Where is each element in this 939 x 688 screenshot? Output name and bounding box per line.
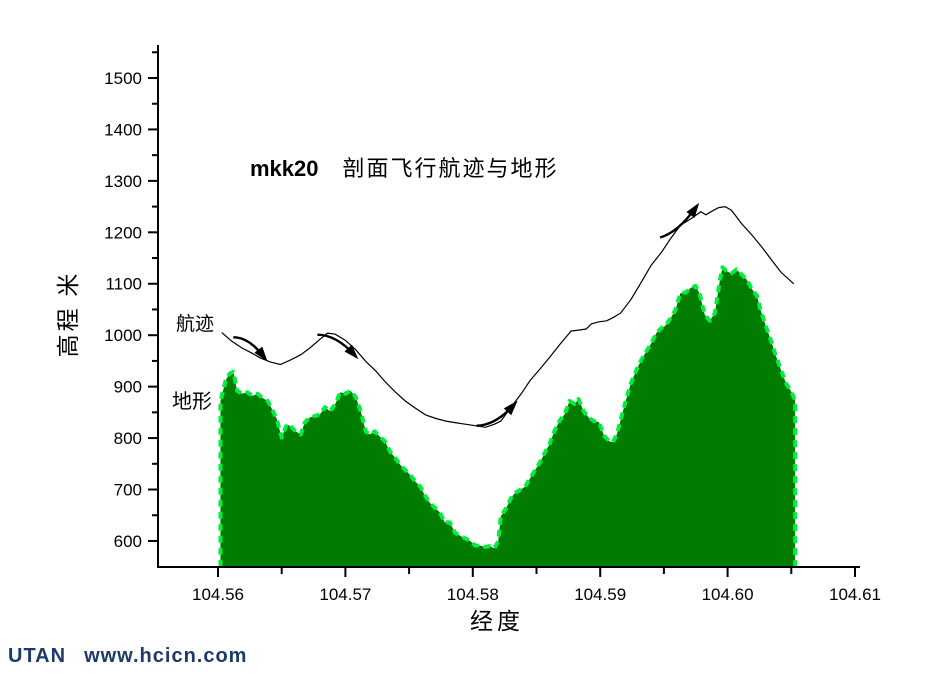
path-arrowhead-icon: [686, 202, 700, 218]
x-tick-label: 104.60: [702, 585, 754, 604]
terrain-area: [220, 267, 796, 567]
y-tick-label: 1100: [105, 275, 142, 294]
chart-title: mkk20 剖面飞行航迹与地形: [250, 151, 559, 183]
y-tick-label: 600: [114, 532, 142, 551]
x-tick-label: 104.61: [829, 585, 881, 604]
y-tick-label: 1500: [104, 69, 142, 88]
watermark-brand: UTAN: [8, 645, 67, 667]
y-tick-label: 900: [114, 378, 142, 397]
y-tick-label: 1000: [104, 326, 142, 345]
watermark-url: www.hcicn.com: [84, 645, 248, 667]
path-arrowhead-icon: [503, 400, 518, 416]
x-tick-label: 104.56: [192, 585, 244, 604]
chart-title-text: 剖面飞行航迹与地形: [342, 156, 559, 181]
y-tick-label: 1300: [104, 172, 142, 191]
y-axis-title: 高程 米: [56, 270, 81, 358]
x-axis-title: 经度: [470, 609, 524, 634]
terrain-label: 地形: [172, 391, 212, 413]
y-tick-label: 700: [114, 480, 142, 499]
watermark: UTAN www.hcicn.com: [8, 645, 247, 668]
x-tick-label: 104.58: [447, 585, 499, 604]
flight-path-label: 航迹: [176, 314, 215, 335]
y-tick-label: 800: [114, 429, 142, 448]
y-tick-label: 1200: [104, 223, 142, 242]
path-arrowhead-icon: [344, 344, 359, 360]
x-tick-label: 104.57: [319, 585, 371, 604]
y-tick-label: 1400: [104, 120, 142, 139]
chart-title-id: mkk20: [250, 156, 319, 181]
x-tick-label: 104.59: [574, 585, 626, 604]
terrain-edge: [218, 265, 798, 567]
path-arrowhead-icon: [254, 346, 268, 362]
